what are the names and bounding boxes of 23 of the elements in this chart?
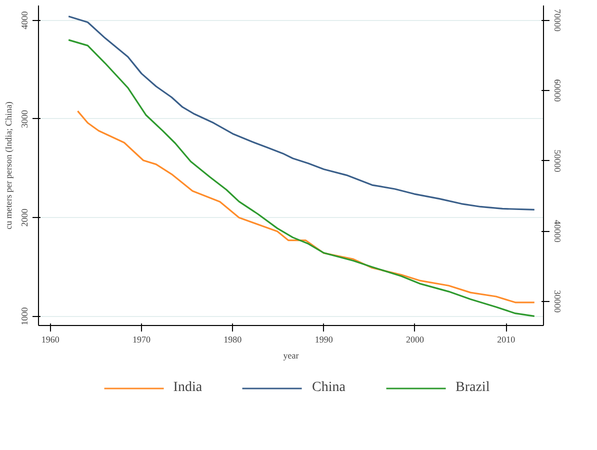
line-series (68, 39, 536, 317)
y2-tick-label: 50000 (552, 150, 562, 173)
x-tick-label: 1970 (132, 334, 152, 344)
x-tick-label: 2010 (497, 334, 516, 344)
line-series (76, 110, 536, 304)
x-tick-label: 1980 (224, 334, 242, 344)
x-tick-label: 2000 (406, 334, 424, 344)
y2-tick-label: 30000 (552, 290, 562, 314)
y-tick-label: 3000 (20, 109, 30, 128)
y-tick-label: 2000 (20, 208, 30, 227)
x-tick-label: 1990 (314, 334, 334, 344)
legend-label: India (173, 380, 202, 396)
y2-tick-label: 70000 (552, 9, 562, 32)
y-tick-label: 1000 (20, 306, 30, 326)
legend-label: Brazil (456, 380, 490, 396)
line-series (68, 16, 536, 210)
y-tick-label: 4000 (20, 10, 30, 30)
legend-label: China (312, 380, 346, 396)
x-tick-label: 1960 (41, 334, 60, 344)
y2-tick-label: 60000 (552, 79, 562, 102)
y-axis-title: cu meters per person (India; China) (4, 102, 14, 230)
y2-tick-label: 40000 (552, 220, 562, 243)
x-axis-title: year (283, 350, 299, 360)
